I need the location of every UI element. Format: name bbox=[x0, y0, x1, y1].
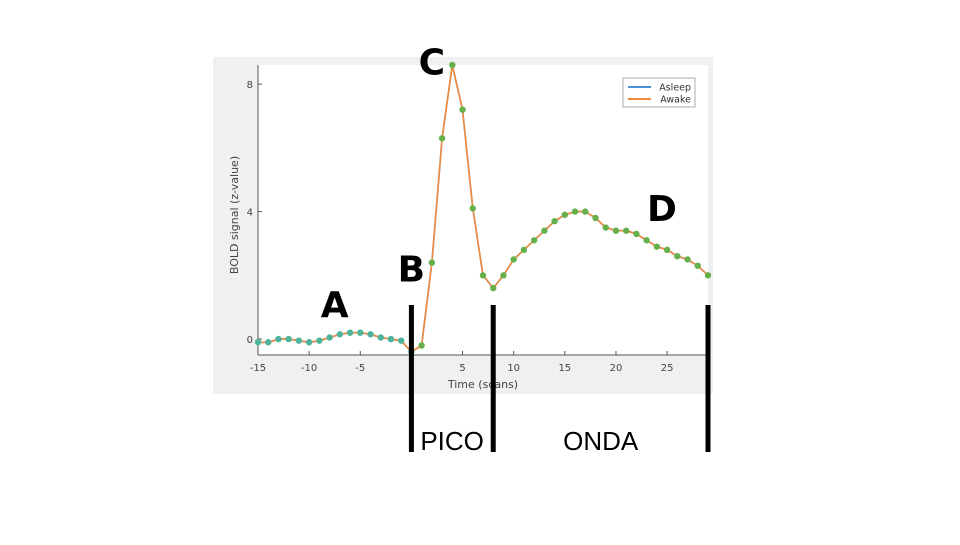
data-point bbox=[295, 337, 303, 344]
data-points bbox=[254, 61, 712, 356]
data-point bbox=[663, 246, 671, 254]
data-point bbox=[612, 227, 620, 234]
x-tick-label: -10 bbox=[301, 363, 317, 374]
data-point bbox=[254, 339, 262, 346]
x-tick-label: 20 bbox=[610, 363, 623, 374]
data-point bbox=[622, 227, 630, 234]
data-point bbox=[346, 329, 354, 336]
legend-entry-asleep: Asleep bbox=[659, 83, 691, 94]
data-point bbox=[694, 262, 701, 269]
x-tick-label: -15 bbox=[250, 363, 266, 374]
data-point bbox=[316, 337, 323, 344]
data-point bbox=[397, 337, 405, 344]
data-point bbox=[336, 331, 344, 338]
data-point bbox=[510, 256, 517, 263]
legend-box bbox=[622, 77, 696, 108]
data-point bbox=[674, 253, 681, 260]
data-point bbox=[530, 237, 538, 244]
phase-label-pico: PICO bbox=[420, 426, 484, 456]
data-point bbox=[684, 256, 691, 263]
x-tick-label: 10 bbox=[507, 363, 520, 374]
x-tick-label: 15 bbox=[558, 363, 571, 374]
phase-markers bbox=[408, 305, 711, 452]
data-point bbox=[643, 237, 650, 244]
data-point bbox=[438, 135, 446, 142]
data-point bbox=[479, 272, 487, 279]
data-point bbox=[285, 335, 292, 343]
legend-entry-awake: Awake bbox=[660, 95, 691, 106]
annotation-label-d: D bbox=[647, 189, 677, 230]
y-tick-label: 8 bbox=[247, 80, 253, 91]
data-point bbox=[459, 106, 466, 113]
data-point bbox=[571, 208, 579, 215]
data-point bbox=[275, 335, 282, 343]
data-point bbox=[449, 61, 456, 69]
data-point bbox=[561, 211, 569, 218]
x-tick-label: 25 bbox=[661, 363, 674, 374]
data-point bbox=[377, 334, 384, 341]
y-tick-label: 4 bbox=[247, 208, 253, 219]
data-point bbox=[428, 259, 436, 266]
y-axis-label: BOLD signal (z-value) bbox=[228, 156, 241, 274]
data-point bbox=[469, 205, 476, 212]
data-point bbox=[704, 272, 712, 279]
data-point bbox=[592, 214, 599, 222]
data-point bbox=[602, 224, 609, 231]
annotations: A B C D bbox=[321, 43, 677, 326]
plot-area bbox=[258, 65, 708, 355]
x-axis-label: Time (scans) bbox=[447, 378, 518, 391]
axes: -15 -10 -5 0 5 10 15 20 25 0 4 8 Time (scans) BOLD… bbox=[228, 65, 708, 391]
data-point bbox=[305, 339, 313, 346]
phase-label-onda: ONDA bbox=[563, 426, 639, 456]
y-tick-label: 0 bbox=[247, 335, 253, 346]
data-point bbox=[490, 284, 497, 292]
annotation-label-b: B bbox=[398, 250, 425, 291]
data-point bbox=[367, 331, 374, 338]
data-point bbox=[541, 227, 548, 234]
y-ticks: 0 4 8 bbox=[247, 80, 262, 346]
data-point bbox=[265, 339, 272, 346]
x-tick-label: -5 bbox=[355, 363, 365, 374]
data-point bbox=[520, 246, 528, 254]
data-point bbox=[418, 342, 425, 349]
data-point bbox=[387, 335, 395, 343]
x-tick-label: 5 bbox=[459, 363, 465, 374]
annotation-label-a: A bbox=[321, 285, 349, 326]
data-point bbox=[653, 243, 661, 250]
data-point bbox=[551, 217, 558, 225]
data-point bbox=[500, 272, 507, 279]
data-point bbox=[326, 334, 333, 341]
data-point bbox=[357, 329, 364, 336]
annotation-label-c: C bbox=[419, 43, 445, 84]
data-point bbox=[582, 208, 589, 215]
data-point bbox=[633, 230, 640, 238]
